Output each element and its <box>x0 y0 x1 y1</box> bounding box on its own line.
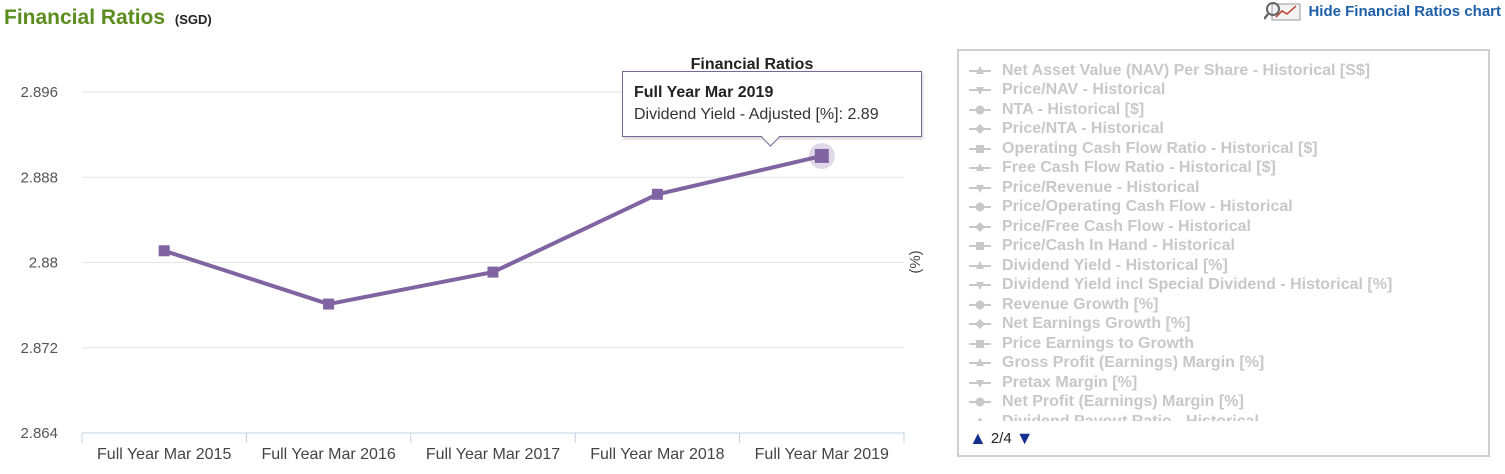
legend-item-label: Price/NTA - Historical <box>1002 120 1164 138</box>
series-line <box>163 153 823 307</box>
circle-marker-icon <box>969 397 991 407</box>
x-tick-label: Full Year Mar 2019 <box>755 446 889 463</box>
legend-next-page-icon[interactable]: ▼ <box>1015 428 1034 448</box>
circle-marker-icon <box>969 105 991 115</box>
legend-item[interactable]: Price/Cash In Hand - Historical <box>969 237 1484 257</box>
legend-item-label: Gross Profit (Earnings) Margin [%] <box>1002 354 1265 372</box>
y-tick-label: 2.864 <box>20 425 58 442</box>
legend-item[interactable]: Revenue Growth [%] <box>969 295 1484 315</box>
triangle-marker-icon <box>969 65 991 74</box>
legend-item[interactable]: Price/NTA - Historical <box>969 120 1484 140</box>
y-tick-label: 2.88 <box>29 255 58 272</box>
triangle-marker-icon <box>969 416 991 421</box>
legend-item[interactable]: Operating Cash Flow Ratio - Historical [… <box>969 139 1484 159</box>
data-point-marker[interactable] <box>158 245 170 257</box>
x-tick-label: Full Year Mar 2017 <box>426 446 560 463</box>
x-tick-label: Full Year Mar 2018 <box>590 446 724 463</box>
x-tick-label: Full Year Mar 2015 <box>97 446 231 463</box>
chart-legend: Net Asset Value (NAV) Per Share - Histor… <box>957 49 1490 457</box>
hide-chart-label[interactable]: Hide Financial Ratios chart <box>1308 2 1501 20</box>
data-point-marker[interactable] <box>487 266 499 278</box>
legend-page-indicator: 2/4 <box>990 429 1012 447</box>
legend-item[interactable]: Dividend Payout Ratio - Historical <box>969 412 1484 421</box>
data-point-marker[interactable] <box>323 298 335 310</box>
legend-item-label: Free Cash Flow Ratio - Historical [$] <box>1002 159 1276 177</box>
legend-item-label: Net Earnings Growth [%] <box>1002 315 1191 333</box>
legend-item-label: Dividend Yield incl Special Dividend - H… <box>1002 276 1393 294</box>
tooltip-body: Dividend Yield - Adjusted [%]: 2.89 <box>634 106 879 123</box>
legend-item[interactable]: Price/NAV - Historical <box>969 81 1484 101</box>
legend-item-label: Net Profit (Earnings) Margin [%] <box>1002 393 1244 411</box>
legend-item-label: Price/NAV - Historical <box>1002 81 1166 99</box>
triangle-down-marker-icon <box>969 184 991 193</box>
chart-title: Financial Ratios <box>691 56 814 73</box>
x-tick-label: Full Year Mar 2016 <box>261 446 395 463</box>
hide-chart-link[interactable]: Hide Financial Ratios chart <box>1264 0 1501 22</box>
legend-item[interactable]: Free Cash Flow Ratio - Historical [$] <box>969 159 1484 179</box>
legend-item[interactable]: Dividend Yield - Historical [%] <box>969 256 1484 276</box>
triangle-down-marker-icon <box>969 87 991 96</box>
data-point-marker[interactable] <box>651 188 663 200</box>
legend-item-label: Operating Cash Flow Ratio - Historical [… <box>1002 139 1318 157</box>
legend-item-label: Net Asset Value (NAV) Per Share - Histor… <box>1002 61 1371 79</box>
legend-item-label: Price/Free Cash Flow - Historical <box>1002 217 1251 235</box>
circle-marker-icon <box>969 202 991 212</box>
y-tick-label: 2.896 <box>20 84 58 101</box>
line-chart: Financial Ratios Full Year Mar 2015 Full … <box>20 56 924 463</box>
triangle-marker-icon <box>969 358 991 367</box>
square-marker-icon <box>969 144 991 153</box>
legend-item-label: Price/Revenue - Historical <box>1002 178 1200 196</box>
legend-item-label: Price Earnings to Growth <box>1002 334 1195 352</box>
square-marker-icon <box>969 242 991 251</box>
legend-items: Net Asset Value (NAV) Per Share - Histor… <box>969 61 1484 421</box>
legend-item[interactable]: Net Profit (Earnings) Margin [%] <box>969 393 1484 413</box>
diamond-marker-icon <box>969 319 991 330</box>
data-point-tooltip: Full Year Mar 2019 Dividend Yield - Adju… <box>622 71 922 147</box>
legend-item-label: Pretax Margin [%] <box>1002 373 1138 391</box>
tooltip-title: Full Year Mar 2019 <box>634 84 774 101</box>
currency-label: (SGD) <box>174 12 212 27</box>
triangle-down-marker-icon <box>969 282 991 291</box>
circle-marker-icon <box>969 300 991 310</box>
triangle-marker-icon <box>969 163 991 172</box>
legend-pagination: ▲ 2/4 ▼ <box>969 429 1034 447</box>
square-marker-icon <box>969 339 991 348</box>
legend-item-label: Revenue Growth [%] <box>1002 295 1159 313</box>
legend-prev-page-icon[interactable]: ▲ <box>969 428 987 448</box>
chart-magnifier-icon <box>1264 2 1301 21</box>
legend-item-label: Dividend Payout Ratio - Historical <box>1002 413 1259 421</box>
y-tick-label: 2.888 <box>20 169 58 186</box>
legend-item[interactable]: Price/Operating Cash Flow - Historical <box>969 198 1484 218</box>
legend-item-label: Price/Cash In Hand - Historical <box>1002 237 1235 255</box>
page-title: Financial Ratios (SGD) <box>4 6 212 30</box>
legend-item[interactable]: Price/Free Cash Flow - Historical <box>969 217 1484 237</box>
legend-item[interactable]: Net Earnings Growth [%] <box>969 315 1484 335</box>
legend-item[interactable]: Gross Profit (Earnings) Margin [%] <box>969 354 1484 374</box>
legend-item[interactable]: Price/Revenue - Historical <box>969 178 1484 198</box>
data-point-marker[interactable] <box>814 148 829 163</box>
legend-item[interactable]: Pretax Margin [%] <box>969 373 1484 393</box>
legend-item-label: Price/Operating Cash Flow - Historical <box>1002 198 1293 216</box>
y-tick-label: 2.872 <box>20 340 58 357</box>
legend-item[interactable]: NTA - Historical [$] <box>969 100 1484 120</box>
legend-item[interactable]: Net Asset Value (NAV) Per Share - Histor… <box>969 61 1484 81</box>
legend-item[interactable]: Price Earnings to Growth <box>969 334 1484 354</box>
triangle-down-marker-icon <box>969 379 991 388</box>
triangle-marker-icon <box>969 260 991 269</box>
legend-item-label: NTA - Historical [$] <box>1002 100 1145 118</box>
legend-item[interactable]: Dividend Yield incl Special Dividend - H… <box>969 276 1484 296</box>
y-axis-label: (%) <box>907 250 924 273</box>
page-title-text: Financial Ratios <box>4 6 166 29</box>
diamond-marker-icon <box>969 221 991 232</box>
legend-item-label: Dividend Yield - Historical [%] <box>1002 256 1228 274</box>
diamond-marker-icon <box>969 124 991 135</box>
